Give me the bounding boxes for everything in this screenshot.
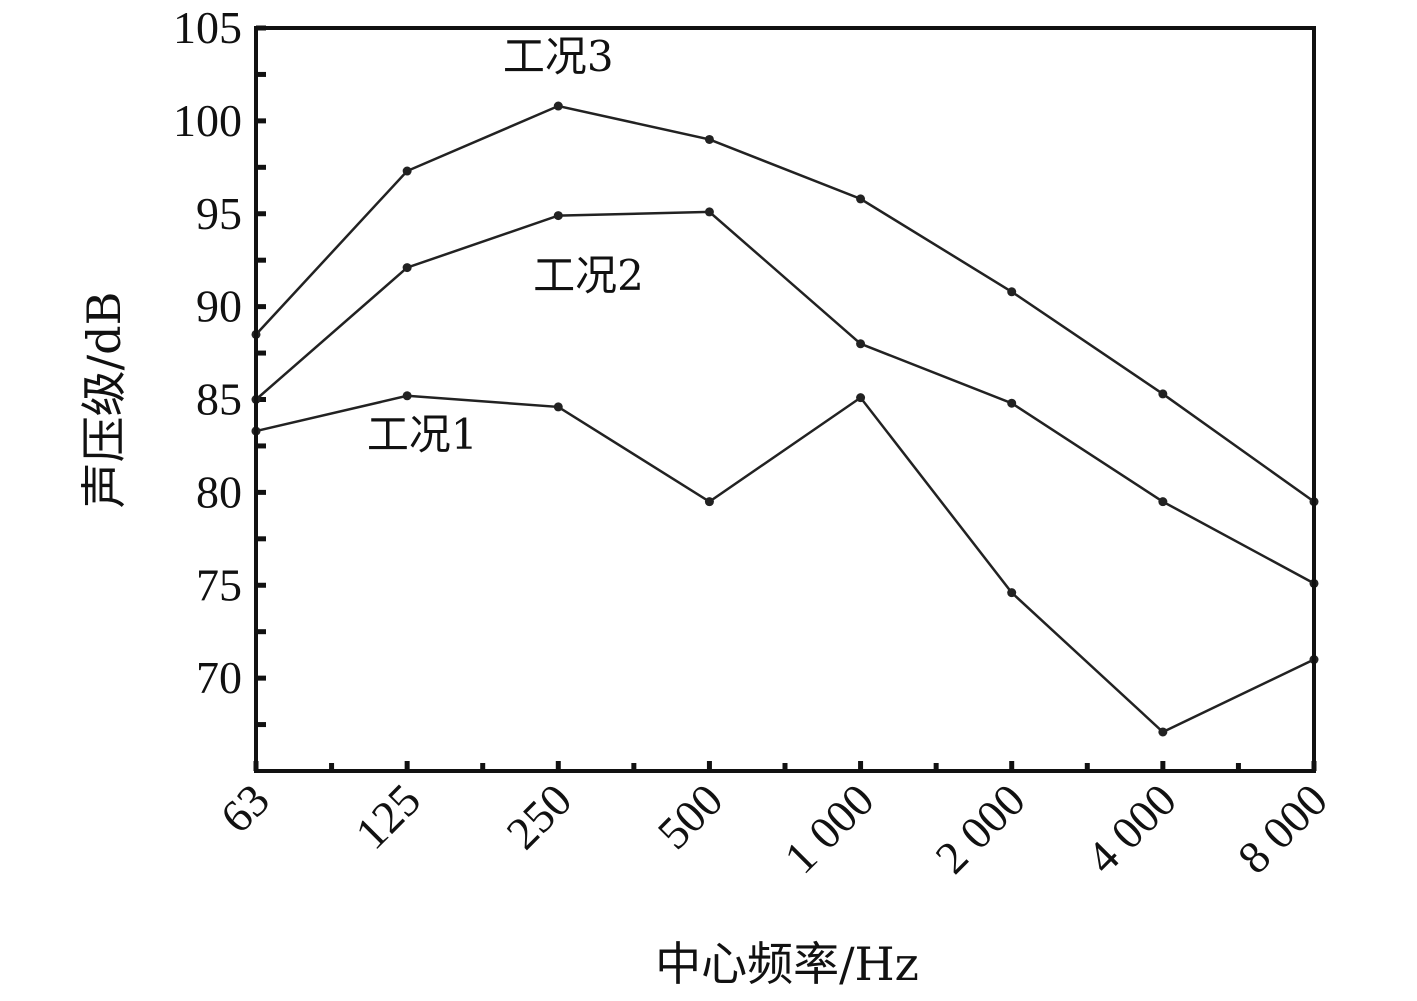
data-point [856,393,866,403]
y-tick-label: 105 [173,2,242,53]
y-axis-title: 声压级/dB [77,292,131,509]
x-axis-title: 中心频率/Hz [655,937,919,991]
data-point [1007,287,1017,297]
data-point [402,166,412,176]
data-point [402,391,412,401]
x-tick-label: 500 [648,774,733,859]
series-label: 工况2 [533,251,644,300]
x-tick-label: 1 000 [774,774,883,883]
y-tick-label: 100 [173,95,242,146]
y-tick-label: 95 [196,188,242,239]
y-tick-label: 90 [196,281,242,332]
series-labels: 工况1 工况2 工况3 [367,32,644,459]
data-point [856,339,866,349]
x-tick-label: 8 000 [1228,774,1337,883]
series-line [255,104,1315,503]
data-point [402,263,412,273]
y-tick-label: 85 [196,374,242,425]
x-tick-label: 2 000 [926,774,1035,883]
series-label: 工况3 [503,32,614,81]
x-tick-label: 250 [497,774,582,859]
series-label: 工况1 [367,410,478,459]
data-point [1007,398,1017,408]
series-lines [251,101,1319,737]
y-tick-label: 75 [196,559,242,610]
series-line [255,394,1315,734]
data-point [553,402,563,412]
y-tick-label: 80 [196,466,242,517]
y-tick-label: 70 [196,652,242,703]
data-point [1158,727,1168,737]
x-tick-label: 63 [210,774,279,843]
x-tick-label: 125 [345,774,430,859]
data-point [553,211,563,221]
series-line [255,210,1315,585]
plot-frame [254,26,1316,773]
y-axis: 70 75 80 85 90 95 100 105 [173,2,266,728]
data-point [704,134,714,144]
data-point [704,497,714,507]
data-point [1158,389,1168,399]
data-point [1158,497,1168,507]
data-point [553,101,563,111]
x-tick-label: 4 000 [1077,774,1186,883]
data-point [1007,588,1017,598]
data-point [856,194,866,204]
x-axis: 63 125 250 500 1 000 2 000 4 000 8 000 [210,761,1337,883]
data-point [704,207,714,217]
